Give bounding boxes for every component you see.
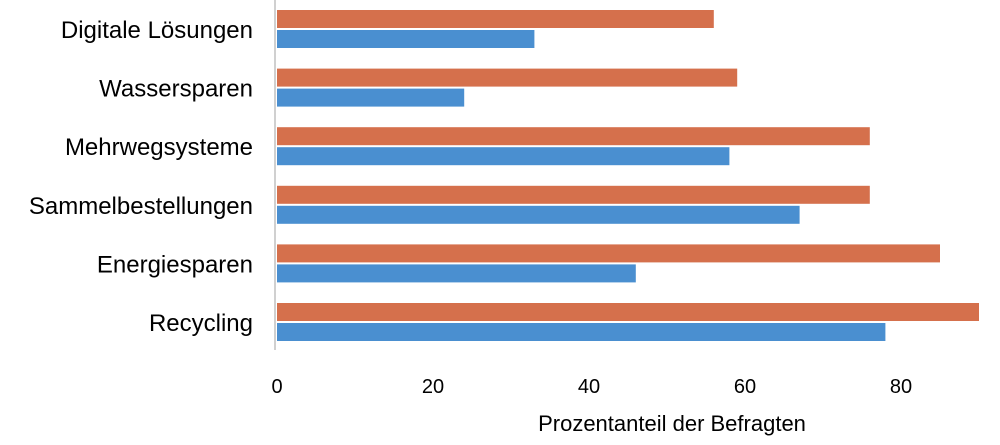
category-labels: Digitale Lösungen Wassersparen Mehrwegsyst… — [29, 17, 253, 337]
x-tick-label: 0 — [271, 376, 282, 398]
bar-series-1 — [277, 185, 870, 204]
bar-series-2 — [277, 30, 535, 48]
bar-series-2 — [277, 264, 636, 283]
x-tick-label: 20 — [422, 376, 444, 398]
category-label: Recycling — [149, 310, 253, 337]
bar-series-1 — [277, 127, 870, 146]
bar-series-1 — [277, 10, 714, 28]
x-tick-labels: 0 20 40 60 80 — [271, 376, 912, 398]
category-label: Energiesparen — [97, 251, 253, 278]
bar-series-1 — [277, 303, 979, 321]
category-label: Wassersparen — [99, 76, 253, 103]
x-tick-label: 80 — [890, 376, 912, 398]
x-tick-label: 40 — [578, 376, 600, 398]
category-label: Mehrwegsysteme — [65, 134, 253, 161]
bar-series-2 — [277, 147, 730, 166]
x-tick-label: 60 — [734, 376, 756, 398]
bar-series-2 — [277, 205, 800, 224]
category-label: Digitale Lösungen — [61, 17, 253, 44]
bar-series-1 — [277, 68, 738, 87]
bars — [277, 10, 979, 341]
x-axis-title: Prozentanteil der Befragten — [538, 411, 806, 436]
bar-series-1 — [277, 244, 940, 263]
bar-series-2 — [277, 323, 886, 341]
bar-series-2 — [277, 88, 465, 107]
category-label: Sammelbestellungen — [29, 193, 253, 220]
